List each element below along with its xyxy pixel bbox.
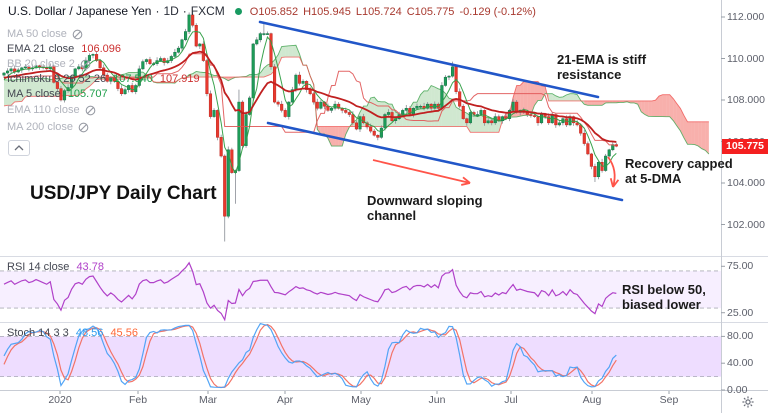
ohlc-values: O105.852 H105.945 L105.724 C105.775 -0.129 (…: [250, 6, 541, 18]
stoch-pane-legend[interactable]: Stoch 14 3 3 48.56 45.56: [7, 327, 142, 339]
rsi-title: RSI 14 close: [7, 261, 70, 273]
annotation-line: RSI below 50,: [622, 282, 706, 297]
time-tick-label: Sep: [659, 394, 679, 406]
rsi-tick-label: 25.00: [727, 306, 754, 319]
legend-row-ema110[interactable]: EMA 110 close: [7, 104, 96, 116]
time-tick-label: 2020: [48, 394, 72, 406]
eye-off-icon[interactable]: [80, 59, 91, 70]
symbol-header[interactable]: U.S. Dollar / Japanese Yen · 1D · FXCM O105.8…: [8, 4, 541, 18]
legend-row-ma200[interactable]: MA 200 close: [7, 121, 89, 133]
symbol-name[interactable]: U.S. Dollar / Japanese Yen: [8, 4, 152, 18]
interval-label[interactable]: 1D: [163, 4, 179, 18]
legend-row-ema21[interactable]: EMA 21 close 106.096: [7, 43, 121, 55]
annotation-channel[interactable]: Downward sloping channel: [367, 193, 483, 223]
time-tick-label: Jun: [428, 394, 446, 406]
separator-dot: ·: [155, 4, 160, 18]
price-tick-label: 102.000: [727, 218, 765, 231]
annotation-line: biased lower: [622, 296, 701, 312]
legend-label: MA 50 close: [7, 28, 67, 40]
time-tick-label: Jul: [504, 394, 518, 406]
low-value: L105.724: [355, 6, 402, 18]
arrow-recovery-drawing[interactable]: [607, 156, 620, 188]
time-tick-label: Feb: [128, 394, 148, 406]
indicator-line: [3, 44, 710, 155]
high-value: H105.945: [303, 6, 351, 18]
time-tick-label: May: [351, 394, 371, 406]
stoch-tick-label: 80.00: [727, 330, 754, 343]
time-tick-label: Apr: [276, 394, 294, 406]
legend-value-senkou-a: 107.540: [113, 73, 153, 85]
price-tick-label: 112.000: [727, 11, 765, 23]
price-tick-label: 110.000: [727, 52, 765, 65]
legend-label: EMA 21 close: [7, 43, 75, 55]
last-price-label: 105.775: [722, 138, 768, 154]
legend-label: MA 5 close: [7, 88, 61, 100]
gear-icon[interactable]: [740, 394, 756, 410]
candles-layer: [2, 11, 618, 242]
legend-label: MA 200 close: [7, 121, 74, 133]
arrow-channel-drawing[interactable]: [372, 159, 471, 186]
stoch-title: Stoch 14 3 3: [7, 327, 69, 339]
legend-collapse-button[interactable]: [8, 140, 30, 156]
annotation-ema-resistance[interactable]: 21-EMA is stiff resistance: [557, 52, 647, 82]
legend-row-ichimoku[interactable]: Ichimoku 9 26 52 26 107.540 107.919: [7, 73, 200, 85]
annotation-chart-title[interactable]: USD/JPY Daily Chart: [30, 183, 217, 204]
chevron-up-icon: [14, 145, 24, 151]
indicator-line: [3, 323, 617, 389]
price-tick-label: 104.000: [727, 177, 765, 189]
annotation-line: Downward sloping: [367, 193, 483, 208]
legend-row-ma50[interactable]: MA 50 close: [7, 28, 83, 40]
exchange-label: FXCM: [190, 4, 225, 18]
legend-row-bb20[interactable]: BB 20 close 2: [7, 58, 91, 70]
rsi-pane: [0, 261, 721, 322]
annotation-recovery[interactable]: Recovery capped at 5-DMA: [625, 156, 733, 186]
eye-off-icon[interactable]: [72, 29, 83, 40]
indicator-line: [3, 261, 617, 322]
stoch-tick-label: 0.00: [727, 384, 748, 396]
time-tick-label: Mar: [198, 394, 218, 406]
annotation-line: Recovery capped: [625, 156, 733, 171]
legend-label: Ichimoku 9 26 52 26: [7, 73, 107, 85]
rsi-tick-label: 75.00: [727, 260, 754, 273]
legend-value: 106.096: [81, 43, 122, 55]
close-value: C105.775: [406, 6, 455, 18]
legend-value: 105.707: [67, 88, 108, 100]
stoch-d-value: 45.56: [110, 327, 138, 339]
annotation-rsi-bias[interactable]: RSI below 50, biased lower: [622, 282, 706, 312]
time-tick-label: Aug: [582, 394, 602, 406]
eye-off-icon[interactable]: [78, 122, 89, 133]
separator-dot: ·: [182, 4, 187, 18]
indicator-line: [3, 50, 617, 143]
stoch-tick-label: 40.00: [727, 357, 754, 370]
stoch-k-value: 48.56: [75, 327, 104, 339]
annotation-line: resistance: [557, 66, 622, 82]
annotation-line: at 5-DMA: [625, 170, 682, 186]
legend-value-senkou-b: 107.919: [159, 73, 200, 85]
rsi-pane-legend[interactable]: RSI 14 close 43.78: [7, 261, 108, 273]
legend-label: EMA 110 close: [7, 104, 80, 116]
market-status-dot-icon: [234, 8, 242, 15]
open-value: O105.852: [249, 6, 299, 18]
legend-label: BB 20 close 2: [7, 58, 75, 70]
price-tick-label: 108.000: [727, 94, 765, 106]
annotation-line: 21-EMA is stiff: [557, 52, 647, 67]
price-pane: [2, 11, 710, 242]
legend-row-ma5[interactable]: MA 5 close 105.707: [7, 88, 108, 100]
change-value: -0.129 (-0.12%): [459, 6, 536, 18]
rsi-value: 43.78: [76, 261, 104, 273]
eye-off-icon[interactable]: [85, 105, 96, 116]
annotation-line: channel: [367, 207, 417, 223]
stoch-pane: [0, 323, 721, 389]
channel-drawing[interactable]: [258, 20, 624, 202]
indicator-line: [3, 31, 617, 175]
indicator-line: [3, 323, 617, 388]
